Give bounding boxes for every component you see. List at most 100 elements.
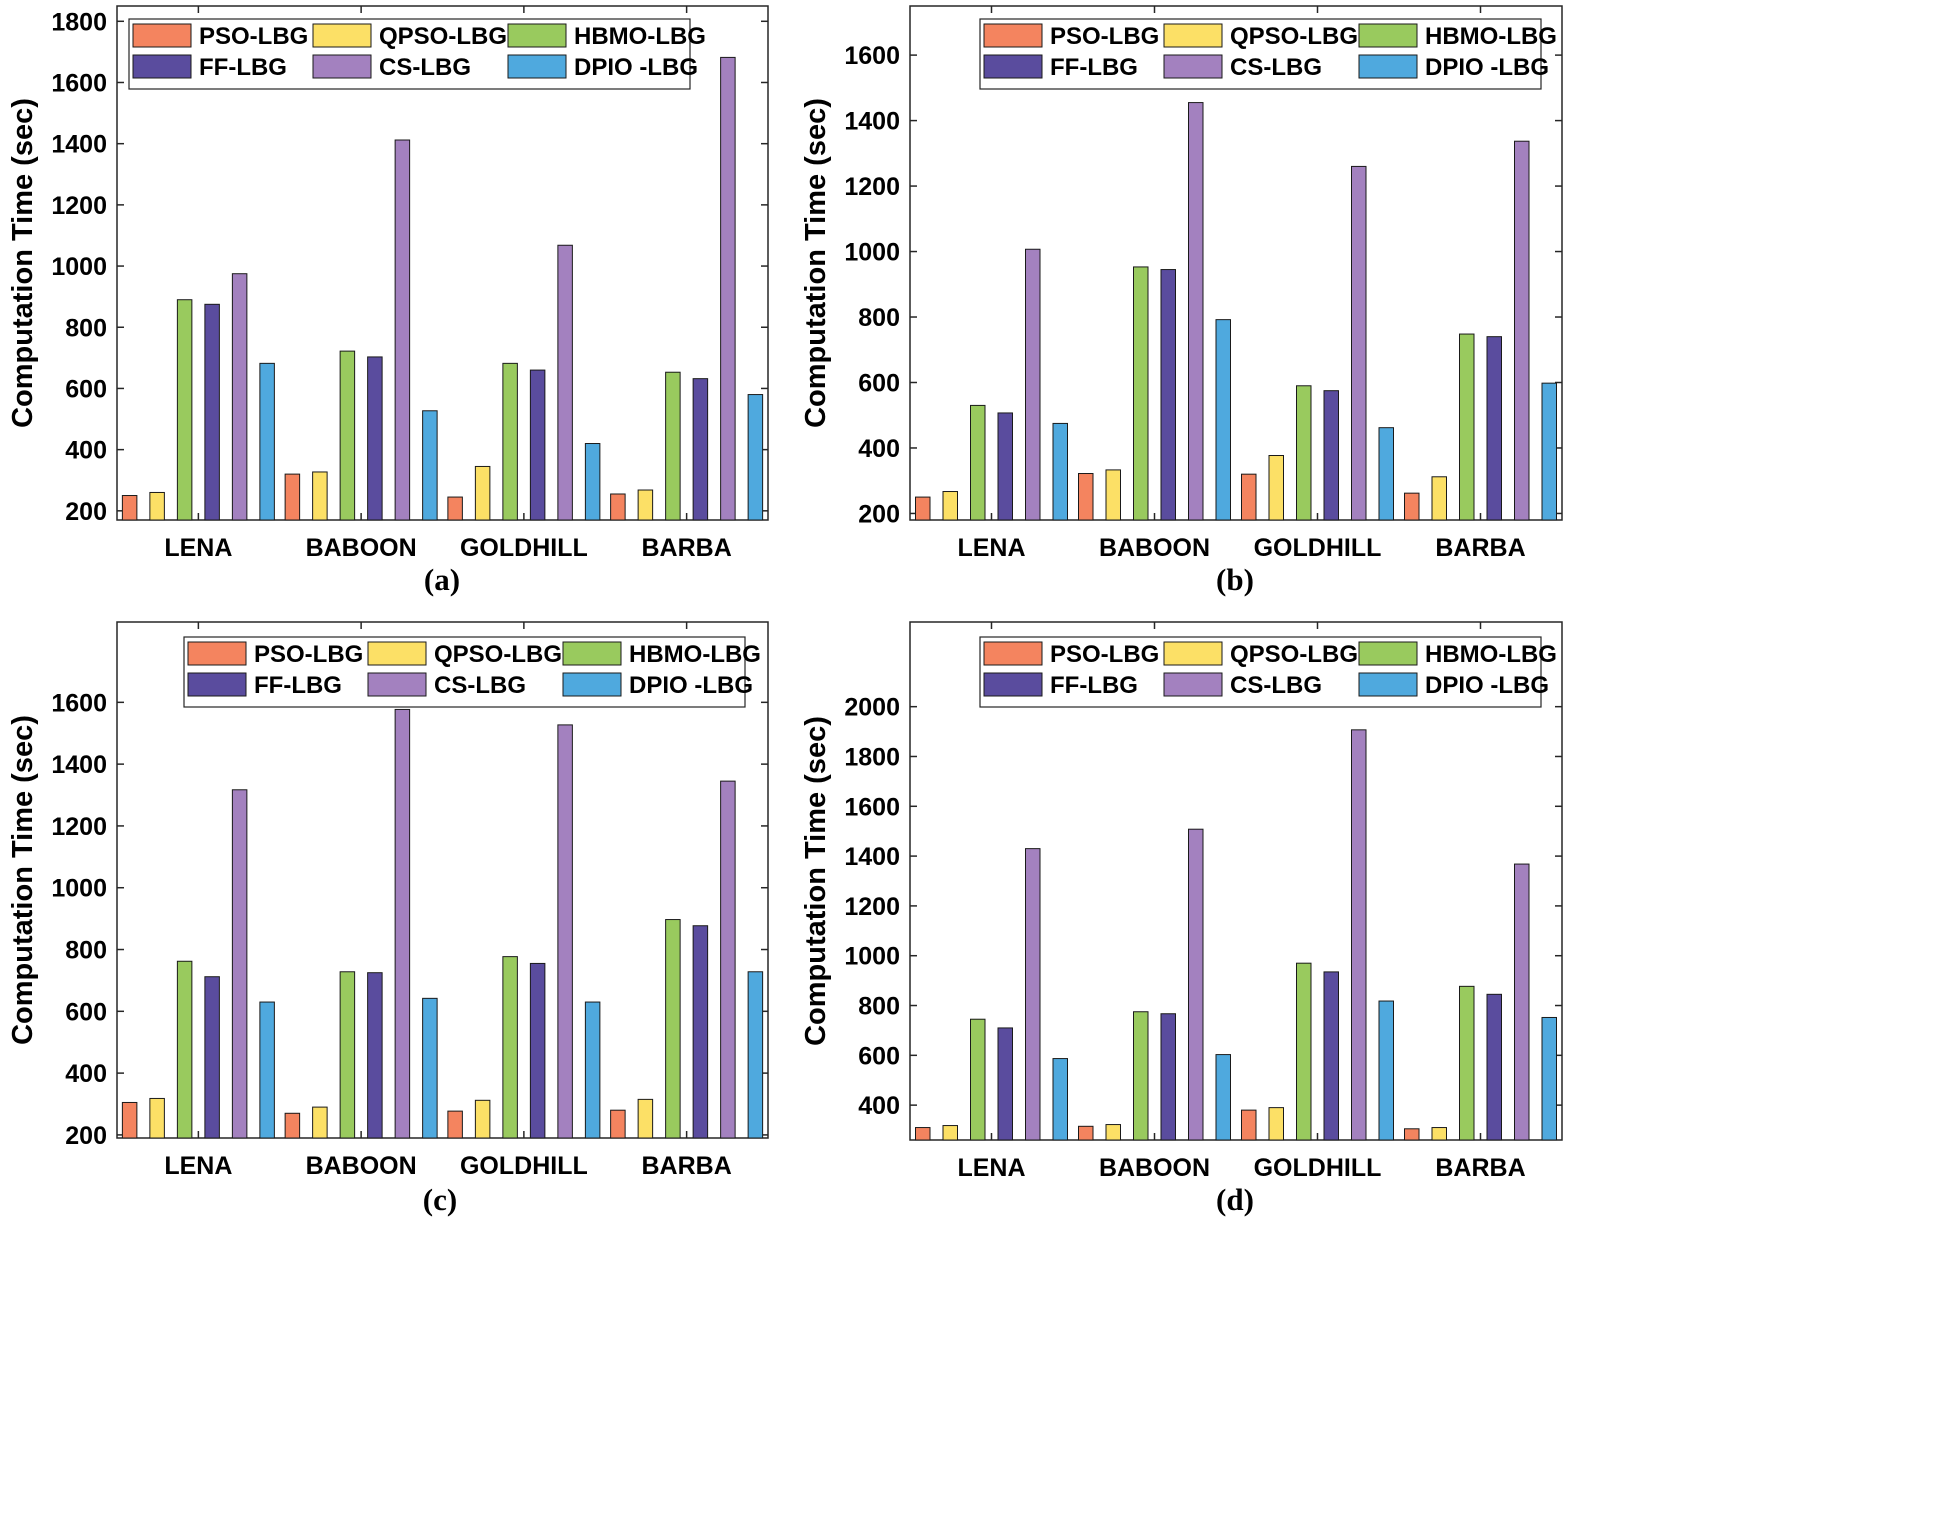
bar <box>1025 248 1041 521</box>
bar <box>970 404 986 521</box>
bar <box>1215 319 1231 521</box>
bar <box>259 1001 275 1139</box>
y-tick-label: 800 <box>65 314 107 342</box>
bar <box>1351 165 1367 521</box>
legend: PSO-LBG QPSO-LBG HBMO-LBG FF-LBG CS-LBG DPIO … <box>183 636 761 708</box>
legend-swatch <box>983 54 1043 79</box>
x-tick-label: BARBA <box>1435 1154 1525 1182</box>
bar <box>1188 102 1204 521</box>
legend-swatch <box>1358 672 1418 697</box>
bar <box>1486 336 1502 521</box>
legend-swatch <box>1358 54 1418 79</box>
legend-box <box>979 636 1542 708</box>
bar <box>970 1018 986 1141</box>
y-tick-label: 1800 <box>844 743 900 771</box>
x-tick-label: LENA <box>957 1154 1025 1182</box>
x-tick-label: BARBA <box>641 1152 731 1180</box>
y-tick-label: 200 <box>65 498 107 526</box>
bar <box>394 708 411 1139</box>
chart-panel-d: 400 600 800 1000 1200 1400 1600 1800 2000 Computa… <box>800 621 1563 1217</box>
chart-panel-a: 200 400 600 800 1000 1200 1400 1600 1800 Computat… <box>7 5 769 597</box>
bar <box>502 956 518 1139</box>
bar <box>747 971 764 1139</box>
y-tick-label: 600 <box>65 998 107 1026</box>
bar <box>997 412 1013 521</box>
x-tick-label: BARBA <box>641 534 731 562</box>
x-tick-label: BABOON <box>1099 1154 1210 1182</box>
x-tick-label: BABOON <box>306 534 417 562</box>
legend-swatch <box>507 54 567 79</box>
legend: PSO-LBG QPSO-LBG HBMO-LBG FF-LBG CS-LBG DPIO … <box>128 18 706 90</box>
x-tick-label: GOLDHILL <box>460 534 588 562</box>
legend-swatch <box>562 641 622 666</box>
bar <box>1025 848 1041 1141</box>
bar <box>942 1125 958 1141</box>
x-tick-label: LENA <box>957 534 1025 562</box>
y-tick-label: 1600 <box>844 793 900 821</box>
bar <box>447 1110 463 1139</box>
legend-swatch <box>132 54 192 79</box>
bar <box>584 443 601 521</box>
bar <box>1323 971 1339 1141</box>
bar <box>1431 476 1447 521</box>
y-axis-label: Computation Time (sec) <box>7 715 39 1045</box>
bar <box>312 471 328 521</box>
bar <box>692 925 709 1139</box>
x-tick-label: LENA <box>164 534 232 562</box>
legend-swatch <box>983 23 1043 48</box>
y-tick-label: 600 <box>65 375 107 403</box>
bar <box>637 1098 654 1139</box>
y-tick-label: 1200 <box>844 173 900 201</box>
bar <box>1351 729 1367 1141</box>
legend-swatch <box>1163 641 1223 666</box>
bar <box>1188 828 1204 1141</box>
legend-label: QPSO-LBG <box>379 23 507 50</box>
y-tick-label: 1000 <box>844 239 900 267</box>
legend-box <box>979 18 1542 90</box>
bar <box>367 356 383 521</box>
bar <box>1459 985 1475 1141</box>
bar <box>1078 1125 1094 1141</box>
bar <box>204 303 220 521</box>
legend-label: PSO-LBG <box>1050 23 1159 50</box>
legend-swatch <box>312 54 372 79</box>
bar <box>1541 382 1557 521</box>
x-tick-label: GOLDHILL <box>460 1152 588 1180</box>
legend: PSO-LBG QPSO-LBG HBMO-LBG FF-LBG CS-LBG DPIO … <box>979 636 1557 708</box>
y-tick-label: 1000 <box>51 875 107 903</box>
bar <box>231 789 248 1139</box>
bar <box>1241 473 1257 521</box>
legend-label: PSO-LBG <box>1050 641 1159 668</box>
legend-label: CS-LBG <box>379 54 471 81</box>
y-axis-label: Computation Time (sec) <box>800 98 832 428</box>
legend-label: HBMO-LBG <box>629 641 761 668</box>
y-tick-label: 1200 <box>844 893 900 921</box>
bar <box>1459 333 1475 521</box>
legend-label: DPIO -LBG <box>1425 54 1549 81</box>
legend-label: DPIO -LBG <box>574 54 698 81</box>
legend-label: PSO-LBG <box>199 23 308 50</box>
bar <box>584 1001 601 1139</box>
legend-label: DPIO -LBG <box>629 672 753 699</box>
bar <box>1133 266 1149 521</box>
legend-swatch <box>187 672 247 697</box>
bar <box>176 960 193 1139</box>
legend-label: HBMO-LBG <box>1425 641 1557 668</box>
bar <box>339 350 356 521</box>
bar <box>422 410 438 521</box>
bar <box>637 489 654 521</box>
bar <box>915 1127 931 1141</box>
bar <box>1404 1128 1420 1141</box>
axes-box <box>116 621 769 1139</box>
y-tick-label: 1600 <box>51 69 107 97</box>
bar <box>1514 863 1530 1141</box>
legend-swatch <box>1358 23 1418 48</box>
bar <box>259 362 275 521</box>
bar <box>1052 422 1068 521</box>
legend-swatch <box>367 641 427 666</box>
bar <box>149 491 165 521</box>
legend-box <box>128 18 691 90</box>
axes-box <box>909 5 1563 521</box>
x-tick-label: BARBA <box>1435 534 1525 562</box>
